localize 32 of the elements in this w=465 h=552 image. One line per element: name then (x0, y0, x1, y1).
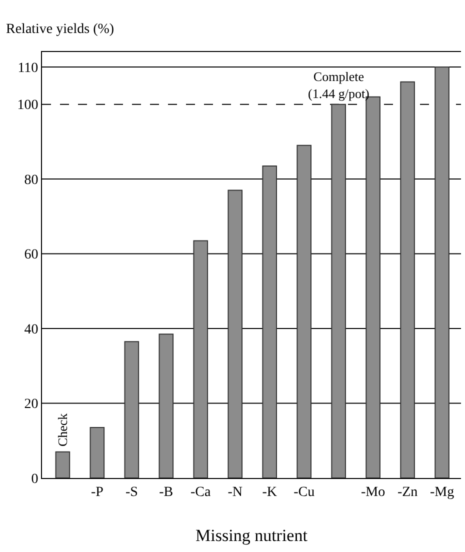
x-tick-label: -Ca (190, 484, 212, 500)
y-tick-label: 0 (31, 472, 38, 487)
annotation: Complete (1.44 g/pot) (308, 69, 370, 101)
x-tick-label: -P (90, 484, 104, 500)
bar (193, 240, 208, 478)
x-tick-label: -Cu (294, 484, 315, 500)
x-tick-label: -Zn (397, 484, 418, 500)
y-tick-label: 20 (24, 397, 38, 412)
bar (331, 104, 346, 478)
x-tick-label: -Mo (360, 484, 386, 500)
x-tick-label: -Mg (430, 484, 454, 500)
x-axis-title: Missing nutrient (196, 526, 308, 546)
x-tick-label: -K (262, 484, 277, 500)
y-axis-title: Relative yields (%) (6, 22, 114, 37)
annotation: Check (54, 412, 70, 447)
bar (434, 66, 450, 478)
bar (262, 165, 277, 478)
y-tick-label: 40 (24, 322, 38, 338)
x-tick-label: -N (228, 484, 243, 500)
y-tick-label: 110 (18, 60, 38, 76)
bar (228, 190, 243, 478)
bar (158, 334, 174, 478)
bar (90, 427, 105, 478)
bar (55, 451, 70, 478)
x-tick-label: -S (125, 484, 138, 500)
bar (296, 144, 312, 478)
bar (124, 341, 140, 478)
y-tick-label: 100 (17, 98, 38, 114)
x-tick-label: -B (159, 484, 174, 500)
bar (400, 81, 415, 478)
y-tick-label: 60 (24, 248, 38, 263)
y-tick-label: 80 (24, 172, 38, 188)
